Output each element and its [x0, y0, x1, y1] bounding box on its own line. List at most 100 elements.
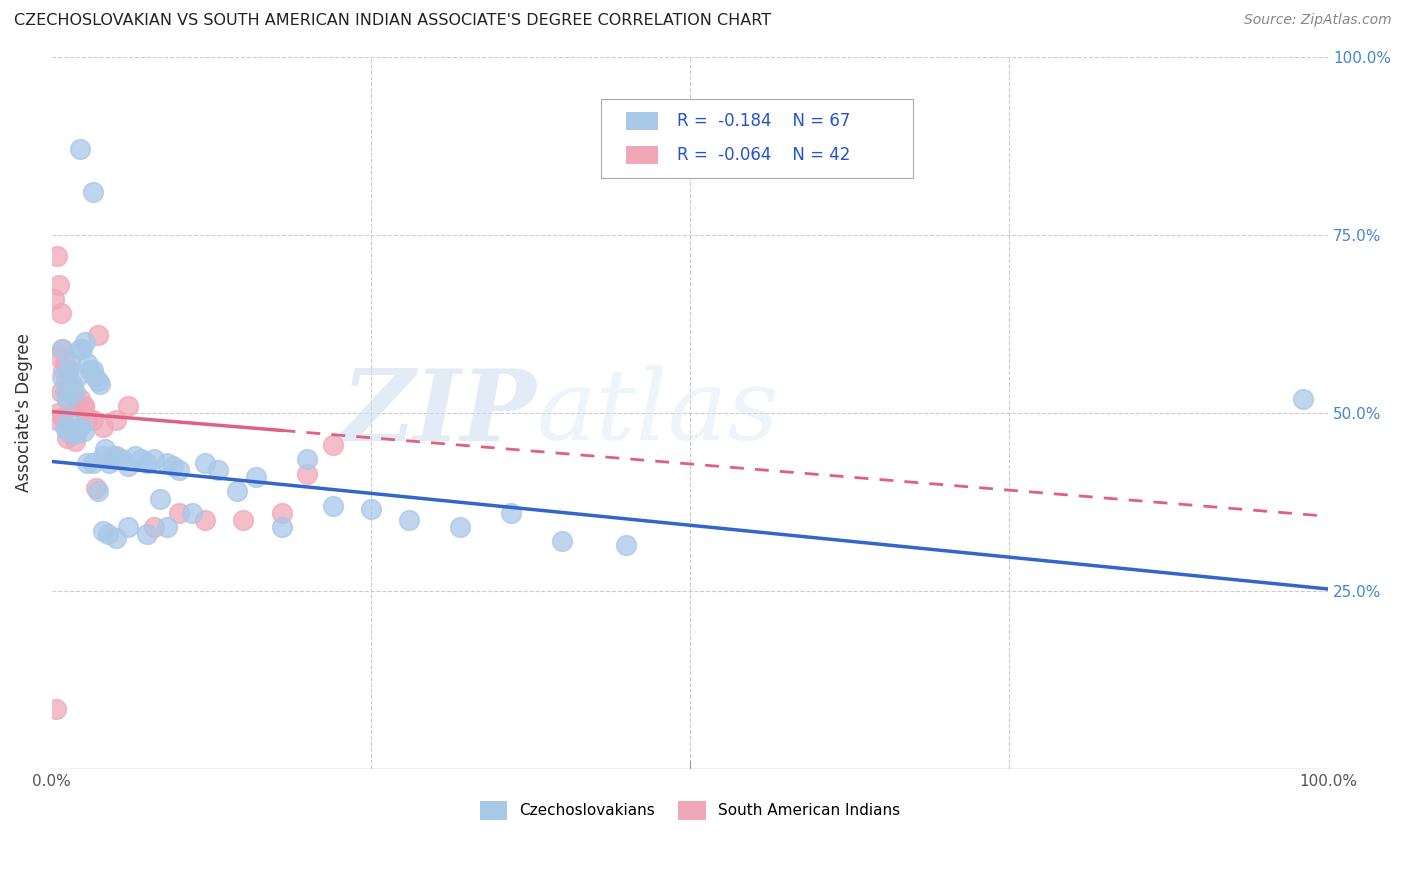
Point [156, 520, 179, 534]
Point [53, 356, 76, 370]
Point [58, 363, 80, 377]
Point [449, 520, 471, 534]
Point [614, 538, 637, 552]
Point [56, 431, 79, 445]
Point [86, 374, 108, 388]
Point [398, 513, 420, 527]
Point [56, 384, 79, 399]
Y-axis label: Associate's Degree: Associate's Degree [15, 334, 32, 492]
Point [91, 524, 114, 538]
Text: R =  -0.184    N = 67: R = -0.184 N = 67 [678, 112, 851, 130]
Point [59, 413, 82, 427]
Point [104, 413, 127, 427]
Point [72, 342, 94, 356]
Point [46, 406, 69, 420]
Point [104, 452, 127, 467]
Point [245, 470, 267, 484]
Point [79, 363, 101, 377]
FancyBboxPatch shape [600, 99, 914, 178]
Point [51, 370, 73, 384]
Point [117, 399, 139, 413]
Point [91, 420, 114, 434]
FancyBboxPatch shape [626, 145, 658, 163]
Point [48, 277, 70, 292]
Point [52, 363, 75, 377]
Point [136, 527, 159, 541]
Text: CZECHOSLOVAKIAN VS SOUTH AMERICAN INDIAN ASSOCIATE'S DEGREE CORRELATION CHART: CZECHOSLOVAKIAN VS SOUTH AMERICAN INDIAN… [14, 13, 770, 29]
Point [91, 449, 114, 463]
Point [49, 306, 72, 320]
Point [124, 449, 146, 463]
Text: Source: ZipAtlas.com: Source: ZipAtlas.com [1244, 13, 1392, 28]
Point [142, 520, 165, 534]
Point [136, 456, 159, 470]
Point [181, 506, 204, 520]
Point [270, 506, 292, 520]
Point [169, 463, 191, 477]
Point [1291, 392, 1313, 406]
Point [59, 427, 82, 442]
Point [63, 434, 86, 449]
Point [69, 420, 91, 434]
Point [142, 452, 165, 467]
Point [63, 384, 86, 399]
Point [59, 399, 82, 413]
Point [46, 349, 69, 363]
Point [111, 452, 134, 467]
Point [60, 384, 83, 399]
Point [51, 342, 73, 356]
Point [89, 377, 111, 392]
Point [270, 520, 292, 534]
Point [63, 427, 86, 442]
Point [76, 409, 98, 424]
Point [86, 481, 108, 495]
Point [117, 520, 139, 534]
Point [82, 413, 104, 427]
Point [117, 459, 139, 474]
Point [66, 399, 89, 413]
Point [73, 424, 96, 438]
Point [360, 502, 382, 516]
Point [156, 456, 179, 470]
Point [225, 484, 247, 499]
Point [551, 534, 574, 549]
Point [69, 342, 91, 356]
Point [322, 499, 344, 513]
Point [49, 384, 72, 399]
Point [52, 409, 75, 424]
Point [59, 377, 82, 392]
Legend: Czechoslovakians, South American Indians: Czechoslovakians, South American Indians [474, 795, 907, 826]
Point [295, 467, 318, 481]
Text: atlas: atlas [537, 366, 779, 460]
Point [84, 370, 107, 384]
Point [56, 392, 79, 406]
Text: R =  -0.064    N = 42: R = -0.064 N = 42 [678, 145, 851, 163]
Point [101, 449, 124, 463]
Point [73, 334, 96, 349]
Point [82, 456, 104, 470]
Point [501, 506, 523, 520]
Point [44, 292, 66, 306]
Point [69, 392, 91, 406]
Point [104, 449, 127, 463]
Point [45, 702, 67, 716]
Point [73, 399, 96, 413]
Point [58, 363, 80, 377]
Point [194, 456, 217, 470]
Point [76, 456, 98, 470]
Point [63, 392, 86, 406]
Text: ZIP: ZIP [342, 365, 537, 461]
Point [94, 442, 117, 456]
Point [98, 456, 121, 470]
Point [232, 513, 254, 527]
Point [53, 384, 76, 399]
Point [59, 356, 82, 370]
Point [129, 452, 152, 467]
Point [97, 527, 120, 541]
Point [86, 484, 108, 499]
Point [194, 513, 217, 527]
Point [60, 424, 83, 438]
Point [66, 424, 89, 438]
Point [149, 491, 172, 506]
Point [104, 531, 127, 545]
